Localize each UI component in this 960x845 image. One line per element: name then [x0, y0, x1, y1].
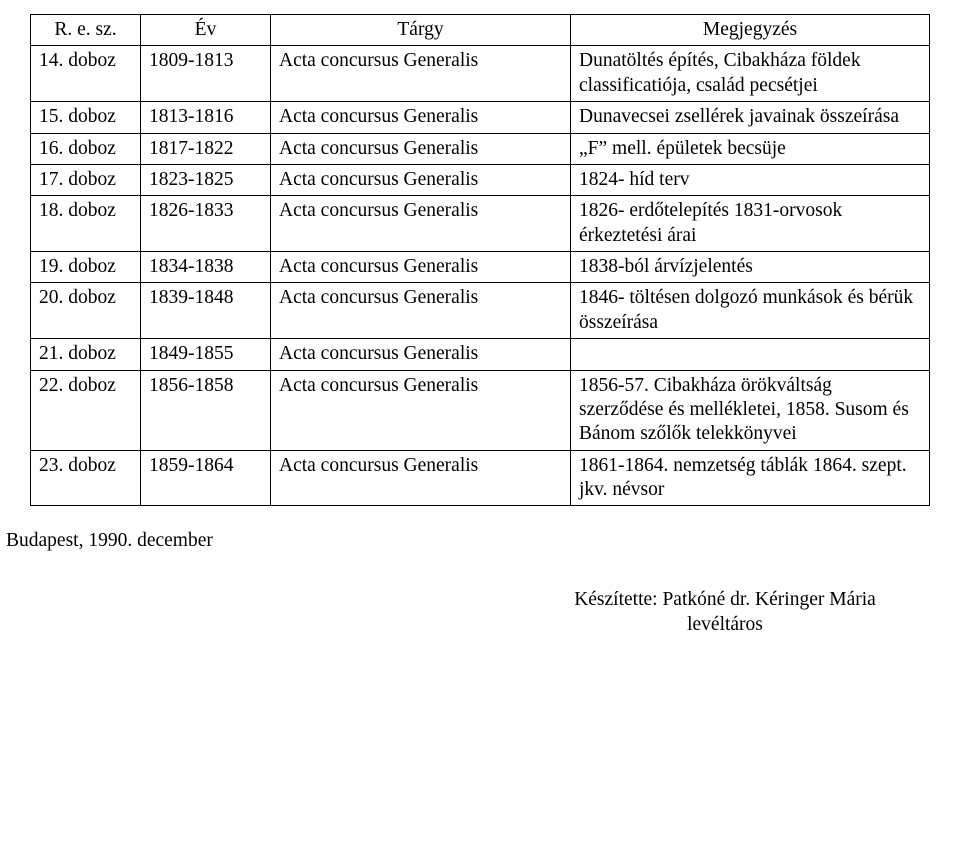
table-cell: Acta concursus Generalis: [271, 133, 571, 164]
table-cell: 1813-1816: [141, 102, 271, 133]
archive-table: R. e. sz. Év Tárgy Megjegyzés 14. doboz1…: [30, 14, 930, 506]
table-cell: 18. doboz: [31, 196, 141, 252]
col-header: Tárgy: [271, 15, 571, 46]
table-row: 22. doboz1856-1858Acta concursus General…: [31, 370, 930, 450]
table-row: 21. doboz1849-1855Acta concursus General…: [31, 339, 930, 370]
table-row: 19. doboz1834-1838Acta concursus General…: [31, 252, 930, 283]
table-cell: 1824- híd terv: [571, 164, 930, 195]
table-row: 20. doboz1839-1848Acta concursus General…: [31, 283, 930, 339]
table-cell: 1817-1822: [141, 133, 271, 164]
table-row: 16. doboz1817-1822Acta concursus General…: [31, 133, 930, 164]
table-cell: 19. doboz: [31, 252, 141, 283]
table-cell: 1856-57. Cibakháza örökváltság szerződés…: [571, 370, 930, 450]
page-container: R. e. sz. Év Tárgy Megjegyzés 14. doboz1…: [0, 0, 960, 657]
table-cell: 1823-1825: [141, 164, 271, 195]
col-header: Év: [141, 15, 271, 46]
table-cell: „F” mell. épületek becsüje: [571, 133, 930, 164]
table-cell: 1839-1848: [141, 283, 271, 339]
table-cell: 1826-1833: [141, 196, 271, 252]
table-body: 14. doboz1809-1813Acta concursus General…: [31, 46, 930, 506]
table-cell: 20. doboz: [31, 283, 141, 339]
table-cell: Acta concursus Generalis: [271, 283, 571, 339]
table-cell: 15. doboz: [31, 102, 141, 133]
table-row: 15. doboz1813-1816Acta concursus General…: [31, 102, 930, 133]
table-cell: Acta concursus Generalis: [271, 252, 571, 283]
table-cell: 16. doboz: [31, 133, 141, 164]
table-cell: 1859-1864: [141, 450, 271, 506]
table-cell: Acta concursus Generalis: [271, 339, 571, 370]
table-cell: 1849-1855: [141, 339, 271, 370]
col-header: R. e. sz.: [31, 15, 141, 46]
table-row: 14. doboz1809-1813Acta concursus General…: [31, 46, 930, 102]
col-header: Megjegyzés: [571, 15, 930, 46]
table-cell: Dunavecsei zsellérek javainak összeírása: [571, 102, 930, 133]
table-cell: 14. doboz: [31, 46, 141, 102]
table-cell: Acta concursus Generalis: [271, 370, 571, 450]
footer-author-line1: Készítette: Patkóné dr. Kéringer Mária: [574, 589, 876, 610]
table-cell: 1838-ból árvízjelentés: [571, 252, 930, 283]
table-cell: 21. doboz: [31, 339, 141, 370]
table-cell: 17. doboz: [31, 164, 141, 195]
table-cell: Acta concursus Generalis: [271, 450, 571, 506]
table-cell: Acta concursus Generalis: [271, 196, 571, 252]
footer-author: Készítette: Patkóné dr. Kéringer Mária l…: [510, 588, 940, 637]
table-cell: 23. doboz: [31, 450, 141, 506]
table-cell: 1846- töltésen dolgozó munkások és bérük…: [571, 283, 930, 339]
table-row: 17. doboz1823-1825Acta concursus General…: [31, 164, 930, 195]
table-cell: Acta concursus Generalis: [271, 164, 571, 195]
table-cell: Dunatöltés építés, Cibakháza földek clas…: [571, 46, 930, 102]
table-cell: 1809-1813: [141, 46, 271, 102]
table-cell: Acta concursus Generalis: [271, 102, 571, 133]
table-cell: Acta concursus Generalis: [271, 46, 571, 102]
table-row: 23. doboz1859-1864Acta concursus General…: [31, 450, 930, 506]
footer-author-line2: levéltáros: [687, 614, 763, 635]
table-cell: 1826- erdőtelepítés 1831-orvosok érkezte…: [571, 196, 930, 252]
table-cell: [571, 339, 930, 370]
footer-date-place: Budapest, 1990. december: [6, 530, 930, 552]
table-cell: 22. doboz: [31, 370, 141, 450]
table-header-row: R. e. sz. Év Tárgy Megjegyzés: [31, 15, 930, 46]
table-cell: 1861-1864. nemzetség táblák 1864. szept.…: [571, 450, 930, 506]
table-cell: 1834-1838: [141, 252, 271, 283]
table-cell: 1856-1858: [141, 370, 271, 450]
table-row: 18. doboz1826-1833Acta concursus General…: [31, 196, 930, 252]
